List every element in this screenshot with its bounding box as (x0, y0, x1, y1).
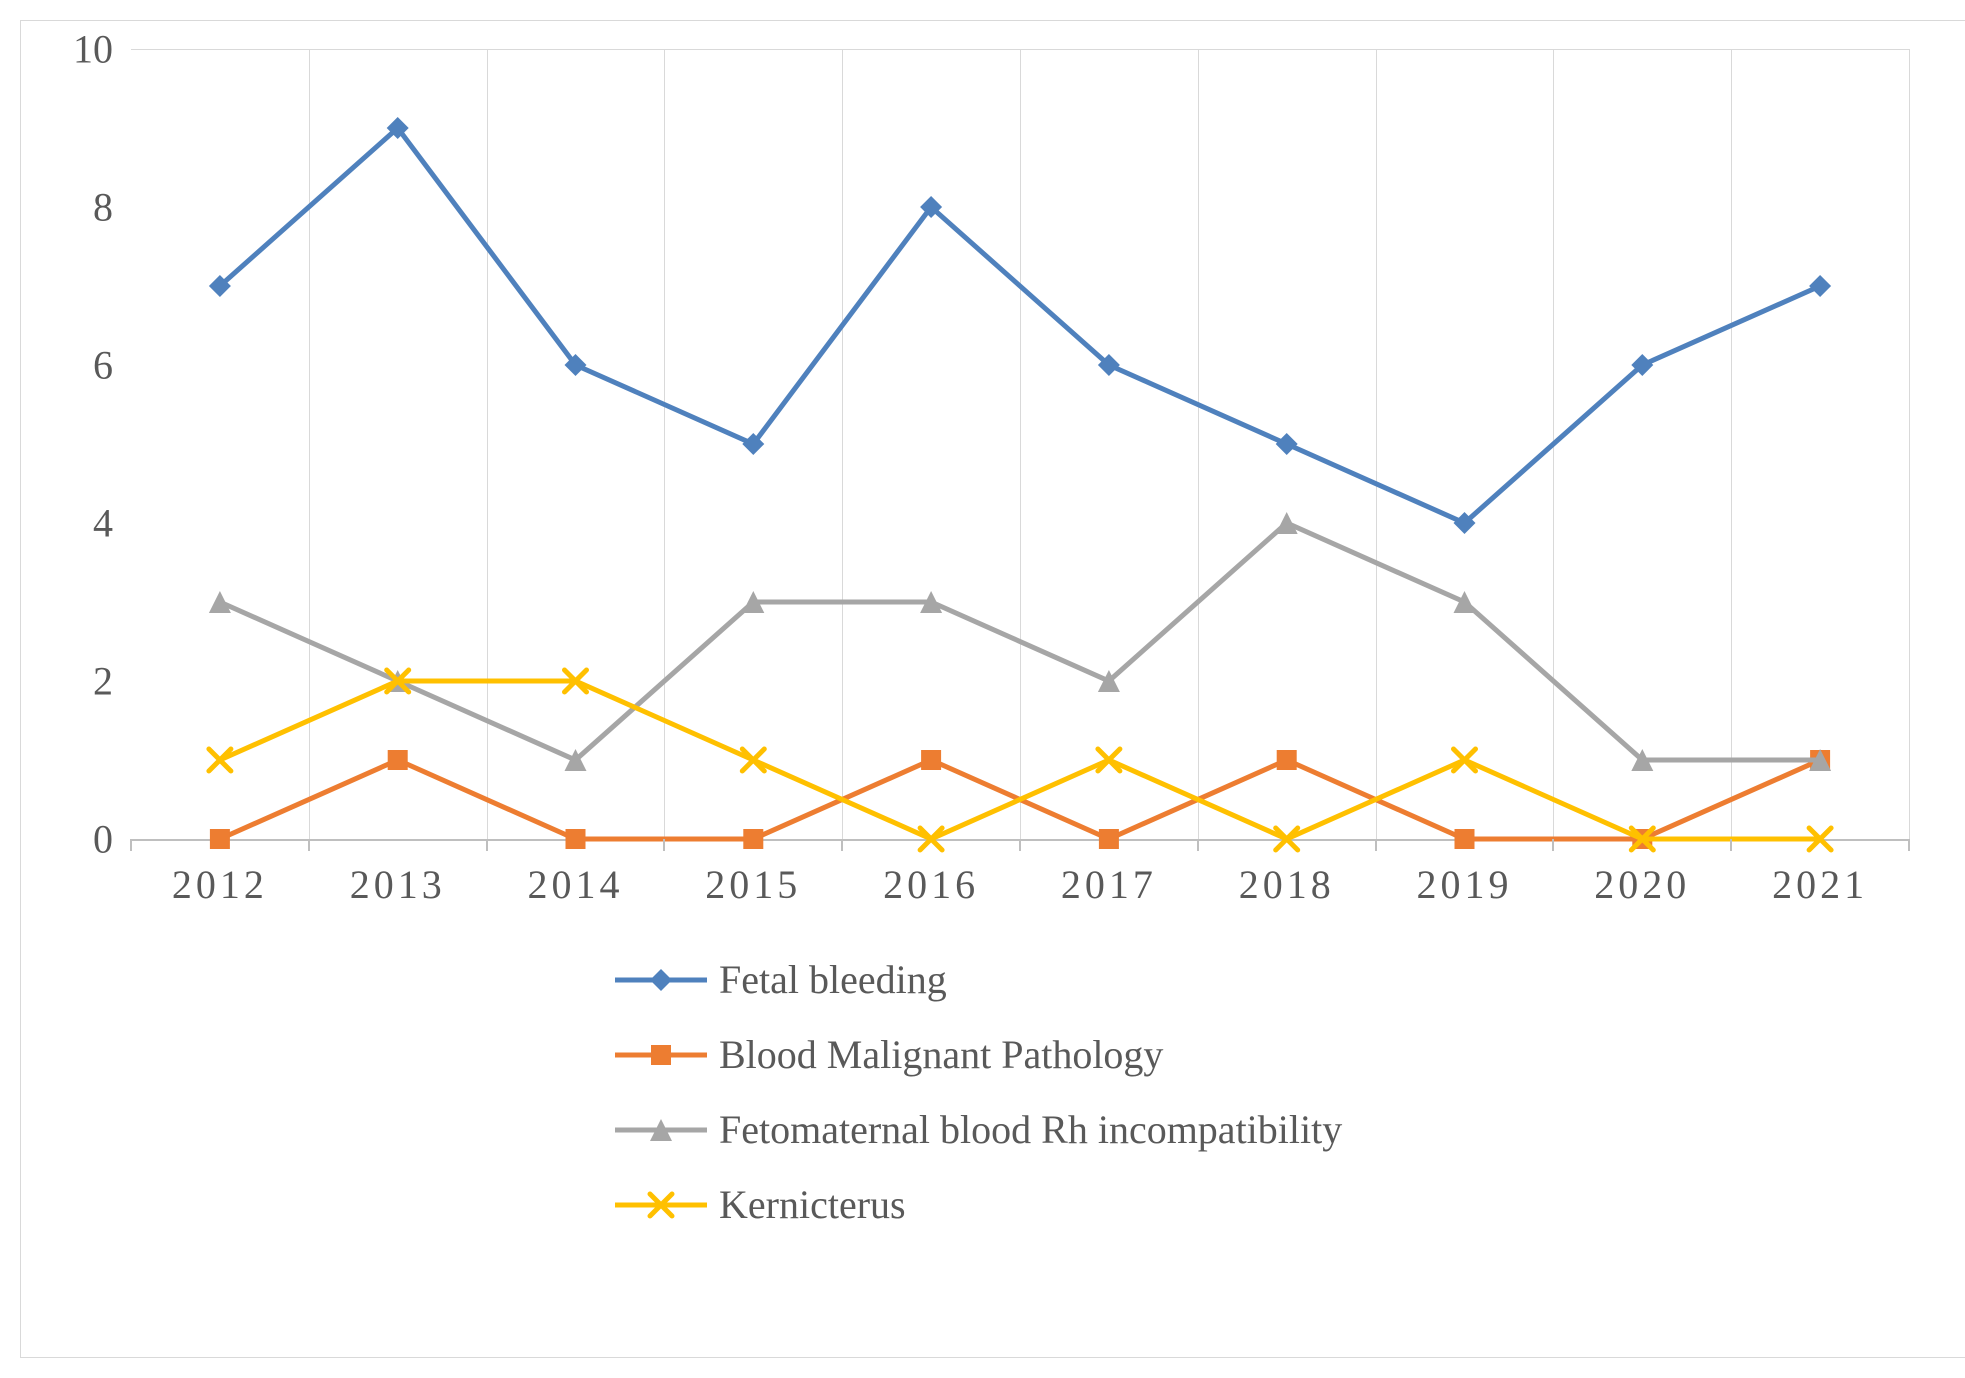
series-marker (920, 828, 942, 850)
series-marker (1099, 829, 1119, 849)
series-marker (1455, 829, 1475, 849)
x-axis-label: 2014 (528, 861, 624, 908)
x-tick (1197, 839, 1199, 851)
legend-label: Fetal bleeding (719, 956, 947, 1003)
y-axis-label: 6 (21, 342, 113, 389)
y-axis-label: 4 (21, 500, 113, 547)
legend-swatch (611, 1037, 711, 1073)
y-axis-label: 10 (21, 26, 113, 73)
legend-label: Fetomaternal blood Rh incompatibility (719, 1106, 1342, 1153)
legend: Fetal bleeding Blood Malignant Pathology F… (611, 956, 1342, 1228)
x-axis-label: 2016 (883, 861, 979, 908)
legend-item: Kernicterus (611, 1181, 1342, 1228)
x-tick (1908, 839, 1910, 851)
series-marker (921, 750, 941, 770)
series-line (220, 523, 1820, 760)
x-axis-label: 2021 (1772, 861, 1868, 908)
y-axis-label: 0 (21, 816, 113, 863)
series-marker (742, 749, 764, 771)
legend-label: Kernicterus (719, 1181, 906, 1228)
series-marker (1276, 433, 1298, 455)
x-tick (1019, 839, 1021, 851)
legend-item: Fetomaternal blood Rh incompatibility (611, 1106, 1342, 1153)
x-tick (1552, 839, 1554, 851)
series-marker (209, 749, 231, 771)
series-line (220, 128, 1820, 523)
legend-swatch (611, 962, 711, 998)
x-tick (130, 839, 132, 851)
line-chart: Fetal bleeding Blood Malignant Pathology F… (20, 20, 1965, 1358)
x-axis-label: 2015 (705, 861, 801, 908)
series-marker (388, 750, 408, 770)
x-axis-label: 2018 (1239, 861, 1335, 908)
y-axis-label: 2 (21, 658, 113, 705)
x-tick (308, 839, 310, 851)
series-marker (1276, 828, 1298, 850)
series-marker (1276, 512, 1298, 534)
series-marker (210, 829, 230, 849)
x-axis-label: 2013 (350, 861, 446, 908)
x-tick (1375, 839, 1377, 851)
x-axis-label: 2012 (172, 861, 268, 908)
x-tick (841, 839, 843, 851)
series-marker (1454, 749, 1476, 771)
legend-swatch (611, 1112, 711, 1148)
x-axis-label: 2020 (1594, 861, 1690, 908)
series-marker (209, 591, 231, 613)
series-marker (743, 829, 763, 849)
legend-label: Blood Malignant Pathology (719, 1031, 1163, 1078)
series-marker (1454, 591, 1476, 613)
series-marker (1277, 750, 1297, 770)
x-tick (486, 839, 488, 851)
series-marker (1098, 749, 1120, 771)
x-axis-label: 2019 (1417, 861, 1513, 908)
series-marker (1809, 275, 1831, 297)
series-marker (566, 829, 586, 849)
y-axis-label: 8 (21, 184, 113, 231)
legend-item: Blood Malignant Pathology (611, 1031, 1342, 1078)
x-tick (663, 839, 665, 851)
x-axis-label: 2017 (1061, 861, 1157, 908)
legend-swatch (611, 1187, 711, 1223)
x-tick (1730, 839, 1732, 851)
legend-item: Fetal bleeding (611, 956, 1342, 1003)
